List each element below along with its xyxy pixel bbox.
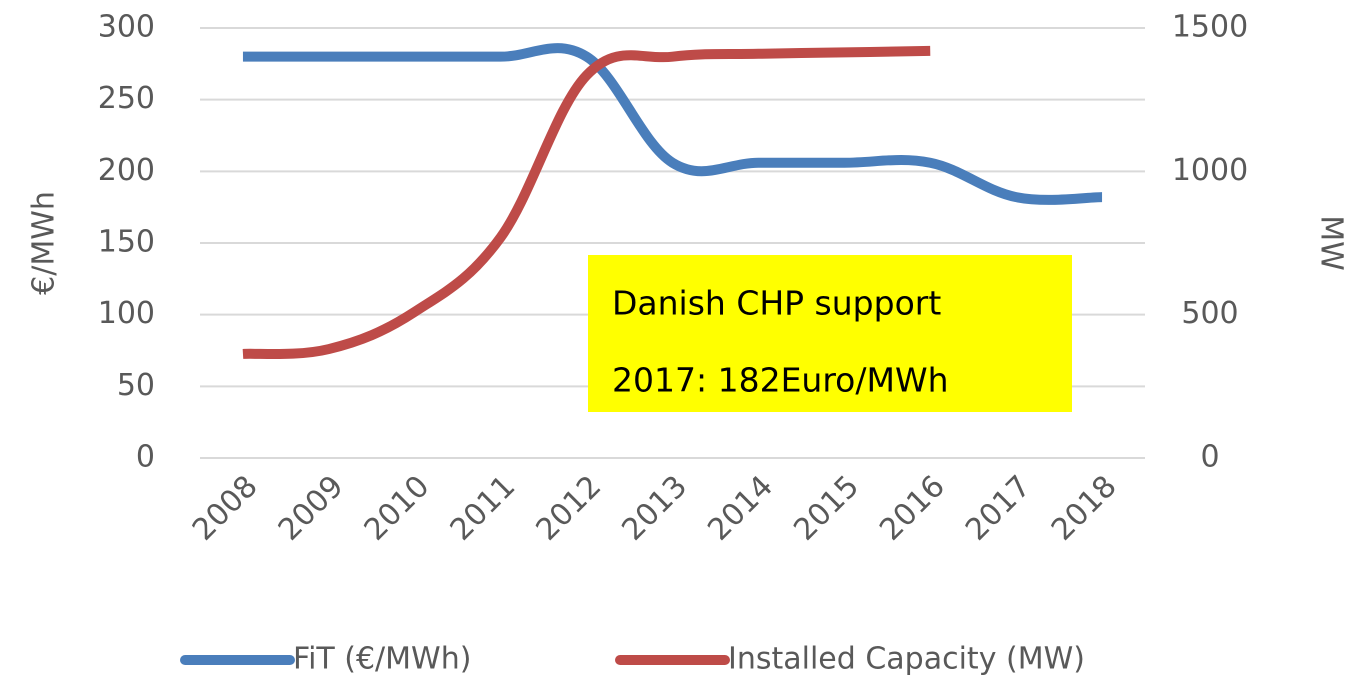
y2-axis-title: MW xyxy=(1314,215,1349,271)
y-tick-label: 200 xyxy=(98,153,155,188)
annotation-text: Danish CHP support xyxy=(612,284,941,323)
y2-tick-label: 0 xyxy=(1200,440,1219,475)
y2-tick-label: 500 xyxy=(1181,296,1238,331)
y-tick-label: 300 xyxy=(98,10,155,45)
data-line xyxy=(242,45,931,360)
y-tick-label: 150 xyxy=(98,225,155,260)
y2-tick-label: 1500 xyxy=(1172,10,1248,45)
y-tick-label: 100 xyxy=(98,296,155,331)
x-tick-label: 2017 xyxy=(959,469,1038,548)
y-axis-title: €/MWh xyxy=(27,191,62,295)
x-tick-label: 2016 xyxy=(873,469,952,548)
y2-tick-label: 1000 xyxy=(1172,153,1248,188)
annotation-box xyxy=(588,255,1072,412)
legend-label: Installed Capacity (MW) xyxy=(728,642,1085,677)
x-tick-label: 2013 xyxy=(615,469,694,548)
data-line xyxy=(242,43,1103,205)
x-tick-label: 2012 xyxy=(530,469,609,548)
legend-label: FiT (€/MWh) xyxy=(293,642,471,677)
x-tick-label: 2015 xyxy=(787,469,866,548)
x-tick-label: 2009 xyxy=(272,469,351,548)
x-tick-label: 2010 xyxy=(358,469,437,548)
y-tick-label: 0 xyxy=(136,440,155,475)
y-tick-label: 50 xyxy=(117,368,155,403)
y-tick-label: 250 xyxy=(98,81,155,116)
x-tick-label: 2018 xyxy=(1045,469,1124,548)
x-tick-label: 2014 xyxy=(701,469,780,548)
x-tick-label: 2008 xyxy=(186,469,265,548)
annotation-text: 2017: 182Euro/MWh xyxy=(612,361,949,400)
x-tick-label: 2011 xyxy=(444,469,523,548)
